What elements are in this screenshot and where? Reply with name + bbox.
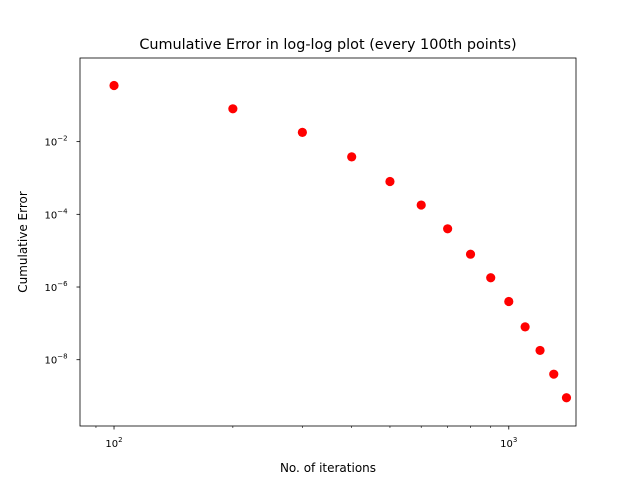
data-point <box>504 296 514 307</box>
data-point <box>486 273 496 283</box>
y-tick-label: 10−6 <box>44 280 68 294</box>
y-tick-label: 10−4 <box>44 207 68 221</box>
data-point <box>347 152 357 162</box>
data-point <box>228 104 238 114</box>
chart-title: Cumulative Error in log-log plot (every … <box>139 37 516 53</box>
data-point <box>535 345 545 356</box>
x-axis-label: No. of iterations <box>280 461 376 475</box>
y-axis-ticks: 10−2 10−4 10−6 10−8 <box>44 135 80 367</box>
x-axis-ticks: 102 103 <box>95 426 517 450</box>
data-point <box>416 200 426 210</box>
y-axis-label: Cumulative Error <box>16 191 30 293</box>
data-point <box>561 393 572 403</box>
y-tick-label: 10−8 <box>44 353 67 367</box>
data-point <box>109 80 119 91</box>
data-point <box>549 369 559 379</box>
axes-frame <box>79 57 577 427</box>
data-point <box>465 249 476 259</box>
data-point <box>297 127 307 137</box>
data-point <box>443 224 453 234</box>
x-tick-label: 103 <box>500 436 517 450</box>
data-point <box>385 176 395 187</box>
plot-area <box>109 80 572 403</box>
data-point <box>520 322 530 332</box>
y-tick-label: 10−2 <box>44 135 67 149</box>
x-tick-label: 102 <box>105 436 122 450</box>
